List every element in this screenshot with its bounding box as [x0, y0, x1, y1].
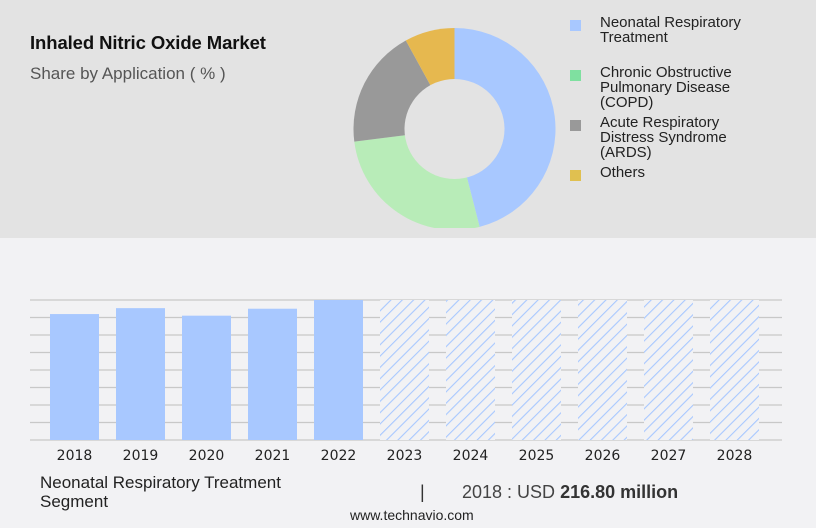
x-axis-label: 2028 — [717, 448, 753, 464]
source-url: www.technavio.com — [350, 507, 474, 523]
x-axis-label: 2026 — [585, 448, 621, 464]
x-axis-label: 2024 — [453, 448, 489, 464]
x-axis-label: 2022 — [321, 448, 357, 464]
legend-label: Acute Respiratory — [600, 114, 720, 131]
x-axis-label: 2021 — [255, 448, 291, 464]
legend-swatch-icon — [570, 20, 581, 31]
legend-label: (ARDS) — [600, 144, 652, 161]
forecast-bar — [512, 300, 561, 440]
donut-chart — [353, 28, 556, 228]
bar — [50, 314, 99, 440]
bar — [116, 308, 165, 440]
chart-title: Inhaled Nitric Oxide Market — [30, 32, 266, 53]
legend-label: Distress Syndrome — [600, 129, 727, 146]
forecast-bar — [644, 300, 693, 440]
forecast-bar — [446, 300, 495, 440]
legend-label: Pulmonary Disease — [600, 79, 731, 96]
legend-label: Chronic Obstructive — [600, 64, 732, 81]
x-axis-label: 2020 — [189, 448, 225, 464]
donut-hole — [404, 79, 505, 179]
legend-swatch-icon — [570, 70, 581, 81]
x-axis-label: 2019 — [123, 448, 159, 464]
legend-swatch-icon — [570, 120, 581, 131]
legend-label: Treatment — [600, 29, 668, 46]
value-annotation: 2018 : USD 216.80 million — [462, 482, 679, 502]
x-axis-label: 2023 — [387, 448, 423, 464]
x-axis-label: 2027 — [651, 448, 687, 464]
legend-label: Neonatal Respiratory — [600, 14, 741, 31]
legend-label: Others — [600, 164, 646, 181]
bar-chart: 2018 2019 2020 2021 2022 2023 2024 2025 2026 2027… — [30, 299, 782, 464]
x-axis-label: 2018 — [57, 448, 93, 464]
forecast-bar — [710, 300, 759, 440]
forecast-bar — [380, 300, 429, 440]
donut-slice — [454, 28, 556, 227]
separator: | — [420, 482, 425, 502]
bar — [248, 308, 297, 440]
legend-label: (COPD) — [600, 94, 654, 111]
x-axis-label: 2025 — [519, 448, 555, 464]
value-bold: 216.80 million — [560, 482, 679, 502]
forecast-bar — [578, 300, 627, 440]
legend-swatch-icon — [570, 170, 581, 181]
bar — [182, 315, 231, 440]
chart-subtitle: Share by Application ( % ) — [30, 64, 226, 83]
bar — [314, 300, 363, 440]
segment-label: Neonatal Respiratory Treatment Segment — [40, 473, 281, 511]
